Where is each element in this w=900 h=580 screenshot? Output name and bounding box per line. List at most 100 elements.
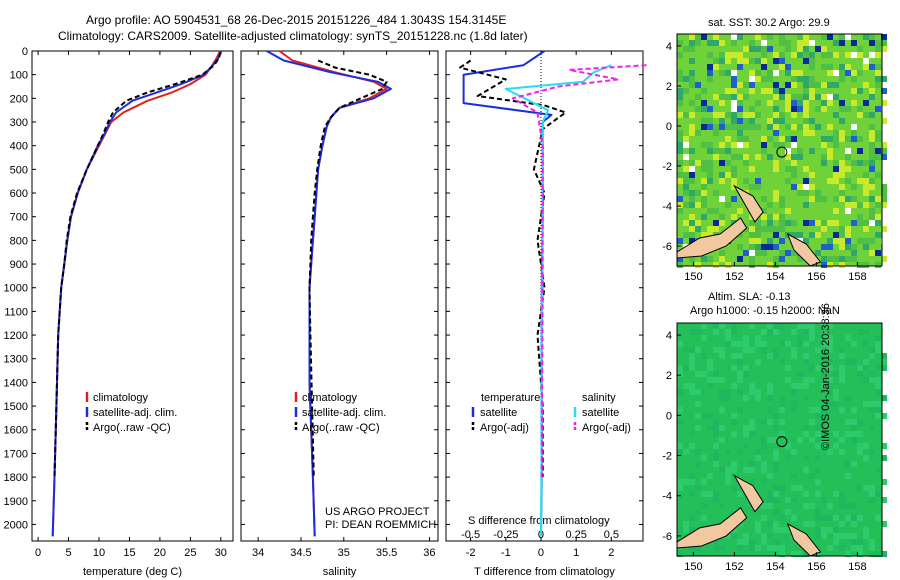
sla-map-cell [875, 341, 881, 347]
sla-map-cell [869, 371, 875, 377]
sla-map-cell [857, 539, 863, 545]
sla-map-cell [731, 533, 737, 539]
sst-map-cell [791, 250, 797, 256]
salinity-frame [240, 50, 439, 542]
sla-map-cell [743, 341, 749, 347]
sla-map-land [676, 507, 748, 549]
sst-map-cell [797, 190, 803, 196]
sla-map-cell [815, 425, 821, 431]
sst-map-cell [725, 94, 731, 100]
sst-map-cell [797, 148, 803, 154]
sst-map-cell [731, 100, 737, 106]
sla-map-cell [839, 533, 845, 539]
sla-map-frame [676, 322, 883, 557]
sst-map-cell [689, 46, 695, 52]
sst-map-cell [731, 34, 737, 40]
sst-map-cell [875, 52, 881, 58]
difference-stick-label: -0.5 [461, 529, 480, 541]
sla-map-cell [839, 407, 845, 413]
sla-map-cell [761, 419, 767, 425]
sst-map-cell [701, 202, 707, 208]
sla-map-cell [875, 467, 881, 473]
sst-map-cell [803, 82, 809, 88]
sla-map-cell [701, 413, 707, 419]
sla-map-cell [761, 443, 767, 449]
sla-map-cell [815, 431, 821, 437]
sla-map-cell [833, 401, 839, 407]
sla-map-cell [839, 521, 845, 527]
sst-map-cell [863, 100, 869, 106]
sla-map-cell [797, 485, 803, 491]
sst-map-xtick-label: 152 [725, 271, 743, 283]
sla-map-ytick-label: 4 [666, 330, 672, 342]
sst-map-cell [845, 148, 851, 154]
sla-map-cell [713, 455, 719, 461]
sla-map-cell [839, 371, 845, 377]
sst-map-cell [773, 82, 779, 88]
salinity-plot: 34 34.5 35 35.5 36 salinity climatology satelli… [240, 50, 439, 578]
sst-map-cell [773, 88, 779, 94]
sla-map-cell [773, 539, 779, 545]
sla-map-cell [857, 443, 863, 449]
sst-map-cell [755, 250, 761, 256]
sst-map-cell [677, 100, 683, 106]
sla-map-cell [737, 389, 743, 395]
sst-map-cell [773, 214, 779, 220]
sla-map-cell [863, 377, 869, 383]
sla-map-cell [677, 407, 683, 413]
salinity-xlabel: salinity [323, 566, 357, 578]
sla-map-cell [719, 425, 725, 431]
sla-map-cell [767, 395, 773, 401]
sla-map-cell [785, 497, 791, 503]
sla-map-cell [857, 419, 863, 425]
sst-map-cell [839, 34, 845, 40]
sst-map-cell [809, 232, 815, 238]
sst-map-cell [755, 124, 761, 130]
sst-map-cell [809, 76, 815, 82]
sla-map-cell [761, 437, 767, 443]
sla-map-cell [869, 425, 875, 431]
sst-map-cell [857, 178, 863, 184]
sst-map-cell [749, 112, 755, 118]
sla-map-cell [857, 551, 863, 557]
sst-map-cell [881, 40, 887, 46]
sla-map-cell [815, 413, 821, 419]
sla-map-cell [779, 401, 785, 407]
sst-map-cell [785, 124, 791, 130]
sla-map-cell [677, 479, 683, 485]
sla-map-cell [707, 377, 713, 383]
sla-map-cell [725, 329, 731, 335]
sst-map-cell [839, 136, 845, 142]
sst-map-cell [851, 184, 857, 190]
sst-map-cell [677, 52, 683, 58]
sla-map-cell [779, 551, 785, 557]
sst-map-cell [737, 52, 743, 58]
sst-map-cell [719, 250, 725, 256]
sst-map-cell [731, 70, 737, 76]
sla-map-cell [767, 389, 773, 395]
sst-map-cell [767, 238, 773, 244]
sst-map-cell [857, 262, 863, 268]
sla-map-cell [869, 539, 875, 545]
sla-map-cell [701, 503, 707, 509]
sla-map-cell [785, 509, 791, 515]
sst-map-cell [845, 256, 851, 262]
sst-map-cell [845, 106, 851, 112]
sst-map-cell [821, 244, 827, 250]
sla-map-cell [797, 437, 803, 443]
sla-map-cell [713, 425, 719, 431]
sla-map-cell [767, 419, 773, 425]
sst-map-cell [875, 202, 881, 208]
sla-map-cell [791, 449, 797, 455]
sst-map-cell [875, 154, 881, 160]
sla-map-cell [827, 389, 833, 395]
sst-map-cell [773, 256, 779, 262]
sst-map-cell [851, 250, 857, 256]
sst-map-cell [863, 64, 869, 70]
sst-map-cell [851, 130, 857, 136]
sla-map-cell [737, 341, 743, 347]
sst-map-cell [707, 160, 713, 166]
sla-map-cell [749, 383, 755, 389]
sla-map-cell [743, 539, 749, 545]
